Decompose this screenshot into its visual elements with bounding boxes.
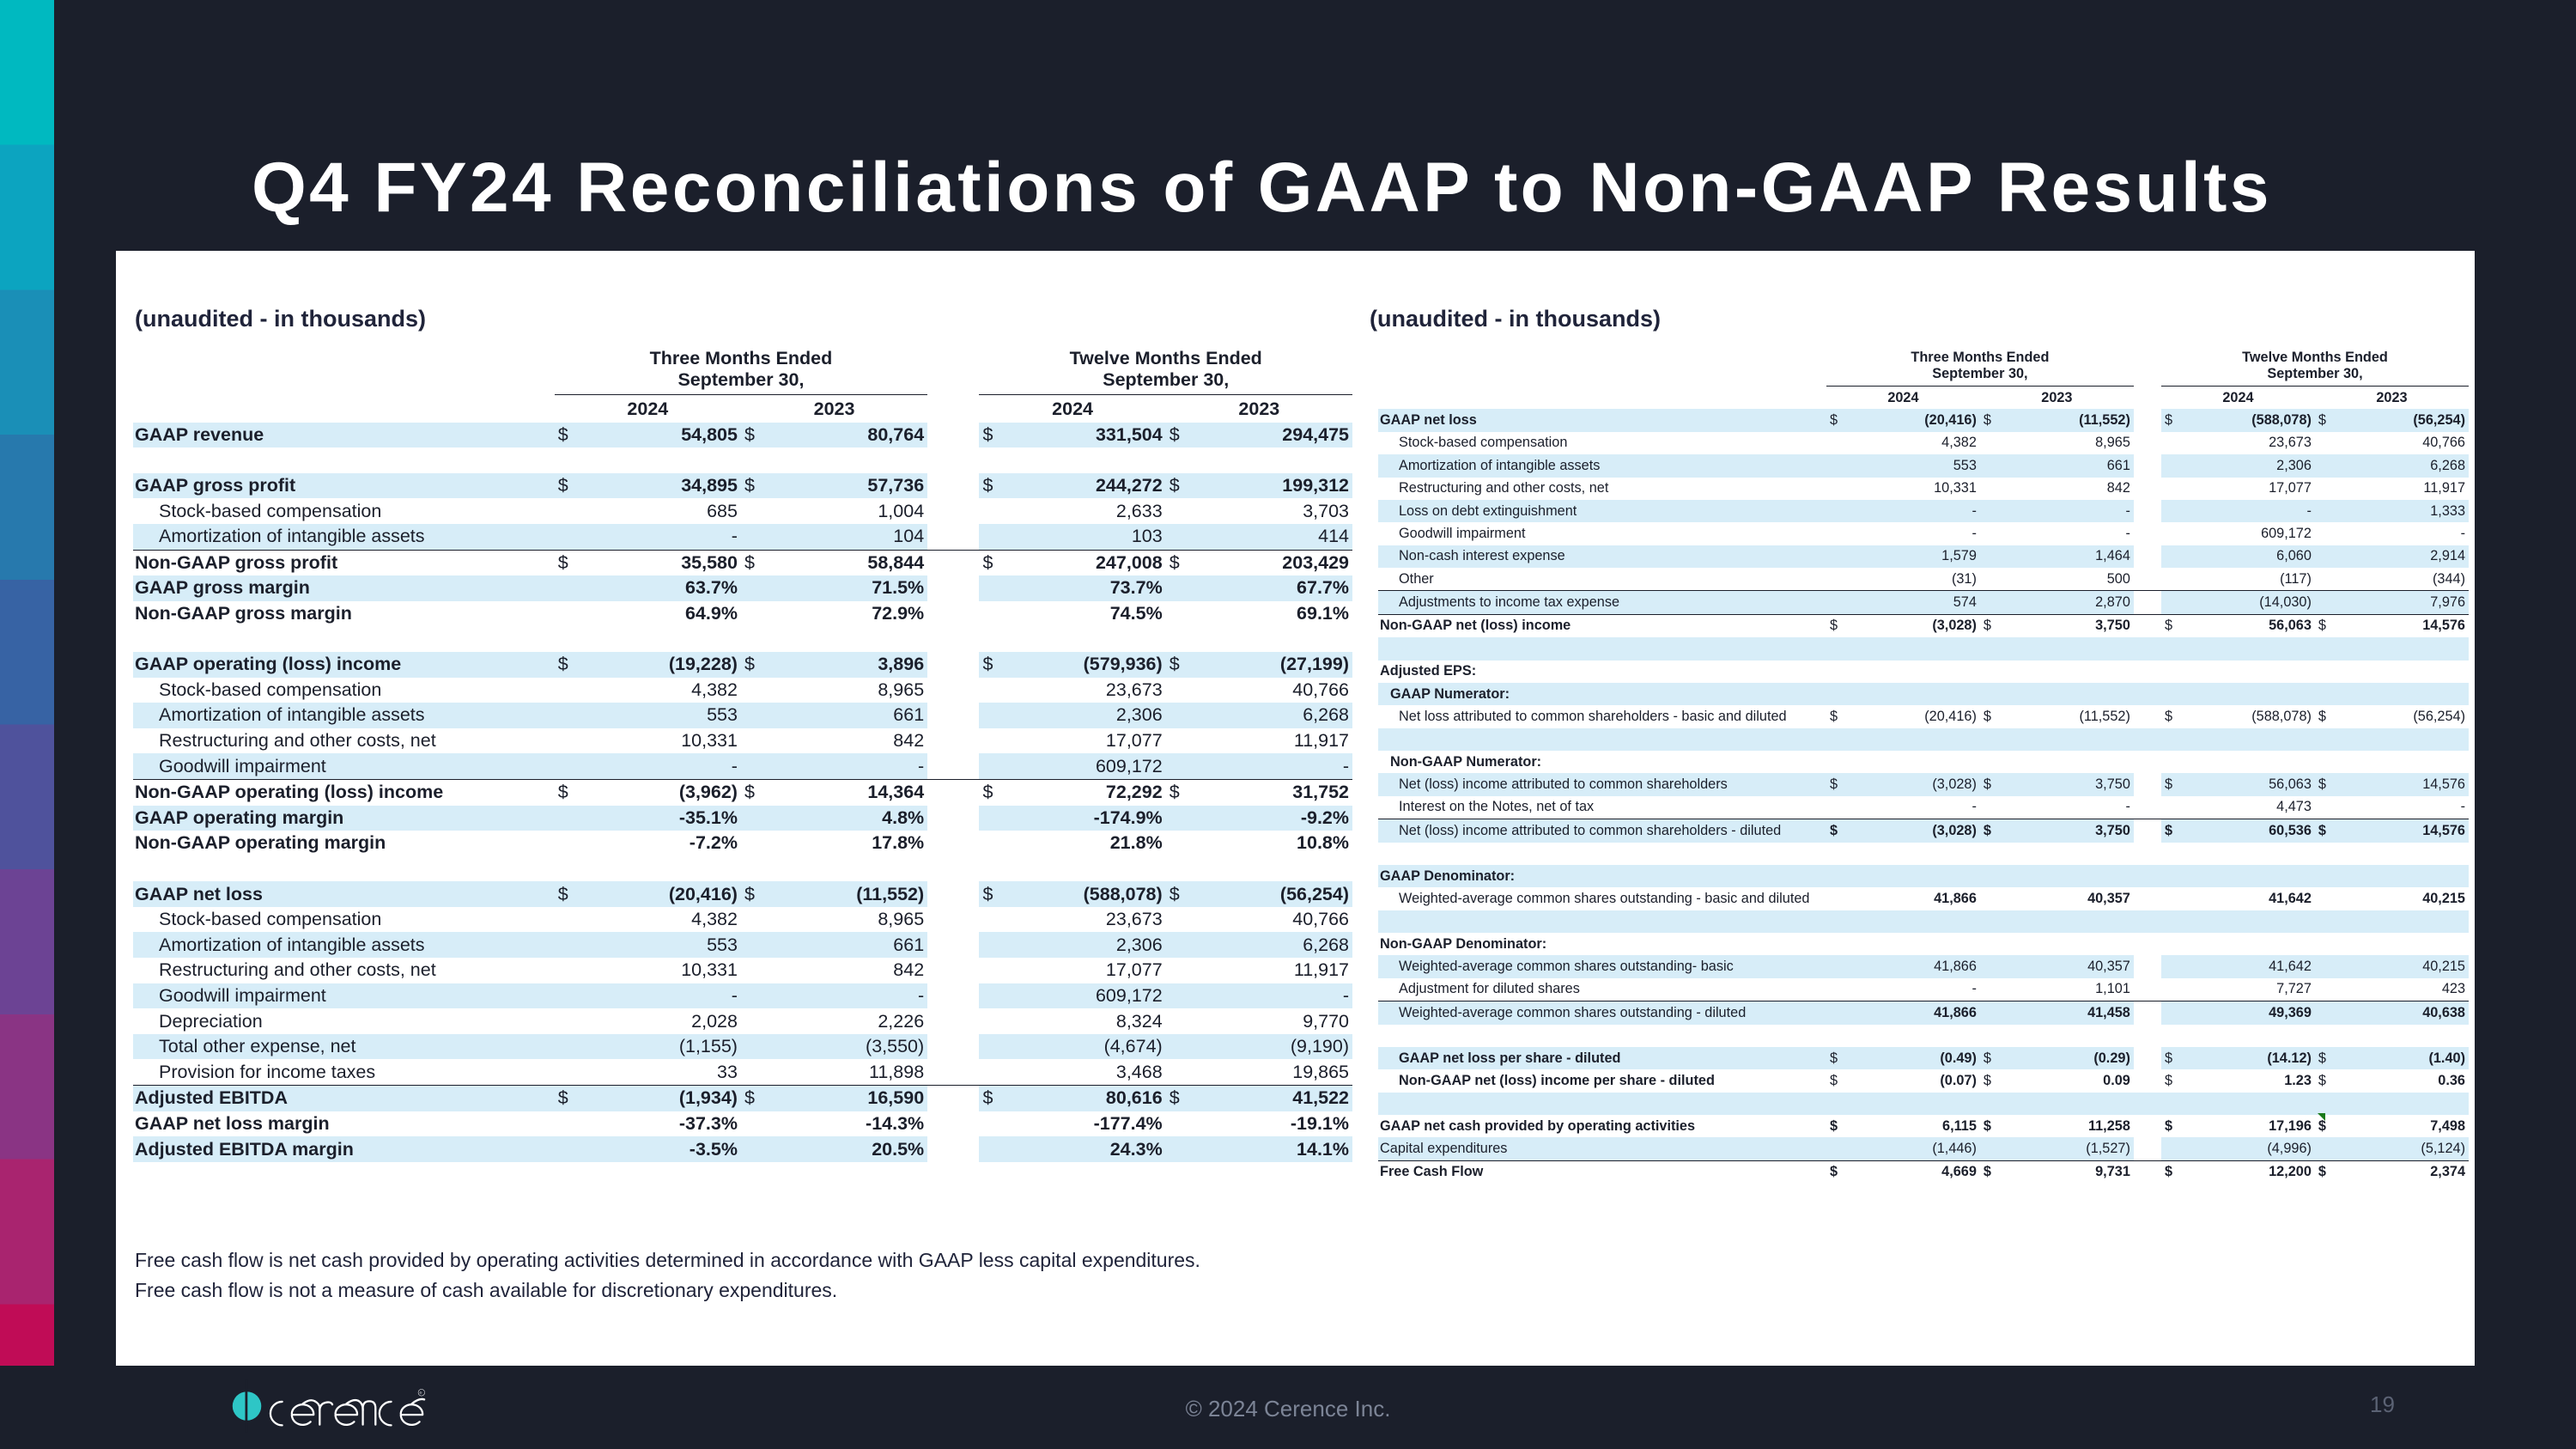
svg-text:®: ® [420,1391,422,1395]
